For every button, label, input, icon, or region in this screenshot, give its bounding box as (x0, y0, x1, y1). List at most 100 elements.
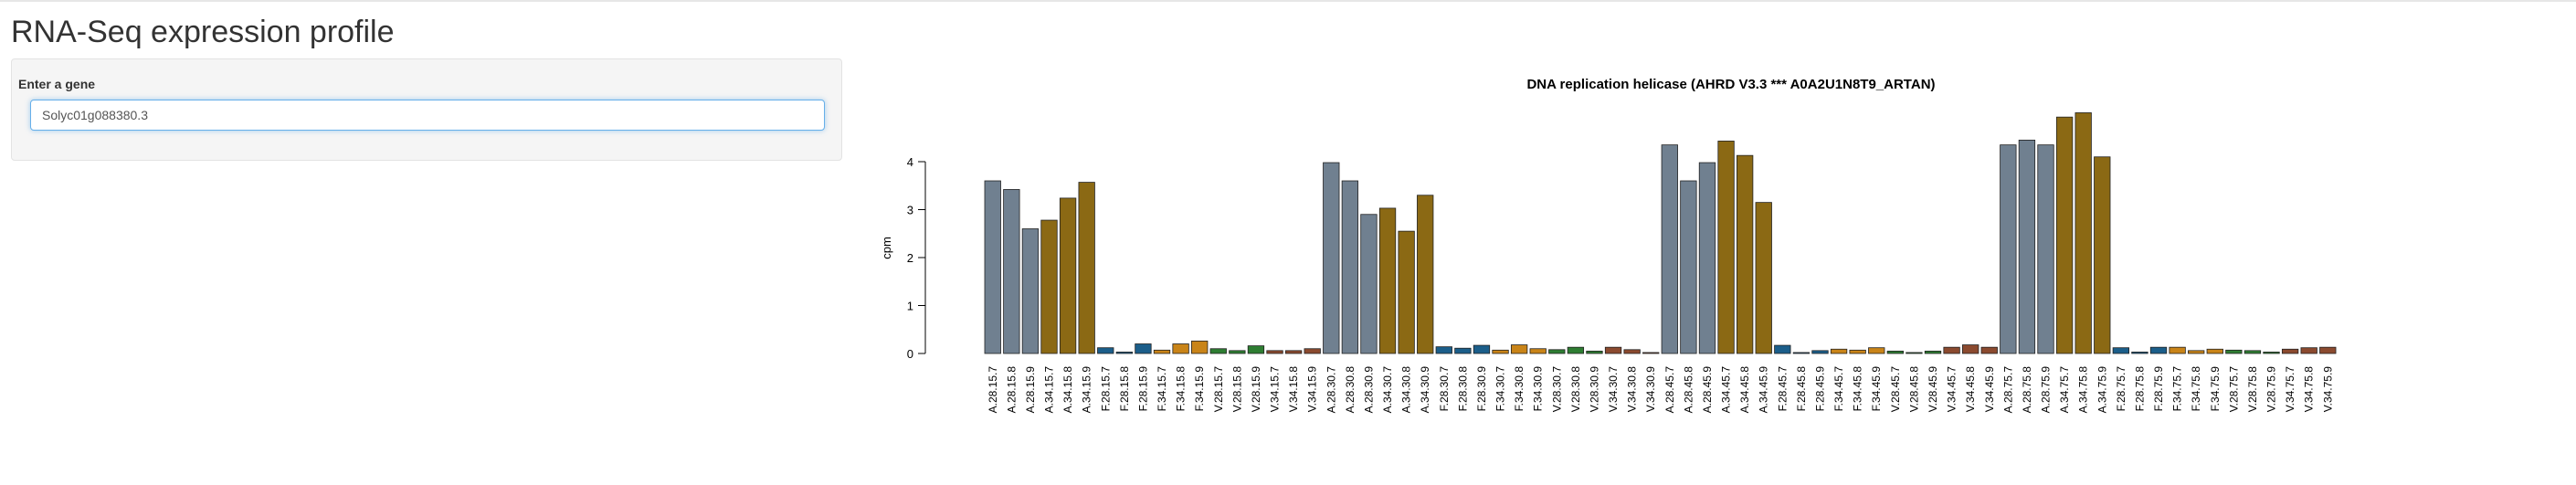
x-tick-label: A.28.15.7 (987, 366, 999, 414)
x-tick-label: V.34.15.8 (1287, 366, 1300, 413)
x-tick-label: A.28.30.8 (1344, 366, 1357, 414)
bar (1304, 348, 1321, 354)
x-tick-label: A.28.30.7 (1325, 366, 1337, 414)
bar (2018, 139, 2036, 354)
x-tick-label: A.34.45.8 (1738, 366, 1751, 414)
bar (1567, 346, 1585, 354)
page-title: RNA-Seq expression profile (11, 15, 395, 49)
chart-title: DNA replication helicase (AHRD V3.3 *** … (1526, 77, 1935, 92)
x-tick-label: A.28.75.8 (2021, 366, 2033, 414)
bar (2055, 116, 2074, 354)
x-tick-label: F.34.75.9 (2209, 366, 2222, 412)
bar (1623, 349, 1641, 354)
y-axis-label: cpm (880, 237, 893, 259)
y-tick-label: 2 (907, 251, 913, 265)
x-tick-label: A.34.75.9 (2096, 366, 2108, 414)
x-tick-label: V.34.15.9 (1306, 366, 1319, 413)
x-tick-label: V.28.15.9 (1250, 366, 1262, 413)
x-tick-label: A.28.15.8 (1005, 366, 1018, 414)
y-tick-label: 0 (907, 347, 913, 361)
bar (1209, 348, 1227, 354)
x-tick-label: V.28.45.7 (1889, 366, 1902, 413)
bar (2131, 352, 2148, 354)
bar (1435, 346, 1452, 354)
x-tick-label: F.34.30.7 (1494, 366, 1507, 412)
x-tick-label: A.34.15.8 (1061, 366, 1074, 414)
x-tick-label: A.34.15.9 (1081, 366, 1093, 414)
bar (1153, 349, 1171, 354)
x-tick-label: A.34.30.9 (1419, 366, 1431, 414)
x-tick-label: V.34.45.7 (1946, 366, 1958, 413)
x-tick-label: F.34.30.8 (1513, 366, 1526, 412)
x-tick-label: F.34.15.9 (1193, 366, 1206, 412)
x-tick-label: F.34.75.8 (2190, 366, 2202, 412)
y-tick-label: 3 (907, 204, 913, 217)
gene-input[interactable] (30, 100, 825, 131)
x-tick-label: V.28.15.7 (1212, 366, 1225, 413)
bar (1586, 350, 1603, 354)
x-tick-label: V.28.45.9 (1927, 366, 1939, 413)
bar (1661, 144, 1678, 354)
bar (984, 180, 1001, 354)
x-tick-label: F.28.75.7 (2115, 366, 2127, 412)
bar (1417, 195, 1434, 354)
top-border (0, 0, 2576, 2)
x-tick-label: F.34.45.7 (1832, 366, 1845, 412)
x-tick-label: V.28.30.8 (1569, 366, 1582, 413)
x-tick-label: F.34.45.8 (1852, 366, 1864, 412)
bar (1830, 348, 1848, 354)
x-tick-label: V.28.30.7 (1550, 366, 1563, 413)
x-tick-label: F.34.15.7 (1156, 366, 1168, 412)
bar (1059, 197, 1077, 354)
x-tick-label: A.34.30.7 (1381, 366, 1394, 414)
bar (2243, 350, 2262, 354)
x-tick-label: A.28.75.7 (2001, 366, 2014, 414)
bar (1247, 345, 1265, 354)
bar (1698, 162, 1716, 354)
bar (1341, 180, 1359, 354)
bar (1604, 346, 1622, 354)
bar (1811, 350, 1829, 354)
bar (2225, 349, 2243, 354)
bar (1097, 347, 1114, 354)
bar (1943, 346, 1960, 354)
x-tick-labels: A.28.15.7 A.28.15.8 A.28.15.9 A.34.15.7 A.34… (987, 366, 2335, 414)
bar (2112, 347, 2129, 354)
bar (1548, 349, 1566, 354)
bar (2094, 156, 2111, 354)
bar (2281, 348, 2299, 354)
bar (1529, 348, 1547, 354)
bar (1398, 230, 1415, 354)
x-tick-label: V.34.30.7 (1607, 366, 1620, 413)
x-tick-label: F.34.75.7 (2171, 366, 2184, 412)
bar (1021, 228, 1040, 354)
bar (2075, 112, 2092, 354)
x-tick-label: F.28.30.8 (1456, 366, 1469, 412)
x-tick-label: V.34.45.8 (1964, 366, 1977, 413)
bar (1962, 344, 1980, 354)
bar (1135, 343, 1152, 354)
x-tick-label: A.28.45.8 (1682, 366, 1694, 414)
bar (1284, 350, 1303, 354)
bar (1717, 141, 1735, 354)
bar (1510, 344, 1528, 354)
x-tick-label: V.28.75.9 (2265, 366, 2278, 413)
bar (1492, 349, 1509, 354)
bar (1868, 347, 1885, 354)
bar (1323, 162, 1340, 354)
bar (2263, 352, 2280, 354)
bar (1003, 189, 1020, 354)
x-tick-label: F.28.30.9 (1475, 366, 1488, 412)
bar (1849, 349, 1866, 354)
y-tick-label: 4 (907, 155, 913, 169)
x-tick-label: F.28.45.8 (1795, 366, 1808, 412)
x-tick-label: V.28.75.7 (2227, 366, 2240, 413)
bar (1378, 207, 1397, 354)
x-tick-label: V.34.45.9 (1983, 366, 1996, 413)
bar (2149, 346, 2168, 354)
x-tick-label: A.28.45.9 (1701, 366, 1714, 414)
x-tick-label: F.34.30.9 (1532, 366, 1545, 412)
y-tick-label: 1 (907, 300, 913, 313)
bar (2300, 347, 2317, 354)
bar (1191, 340, 1209, 354)
